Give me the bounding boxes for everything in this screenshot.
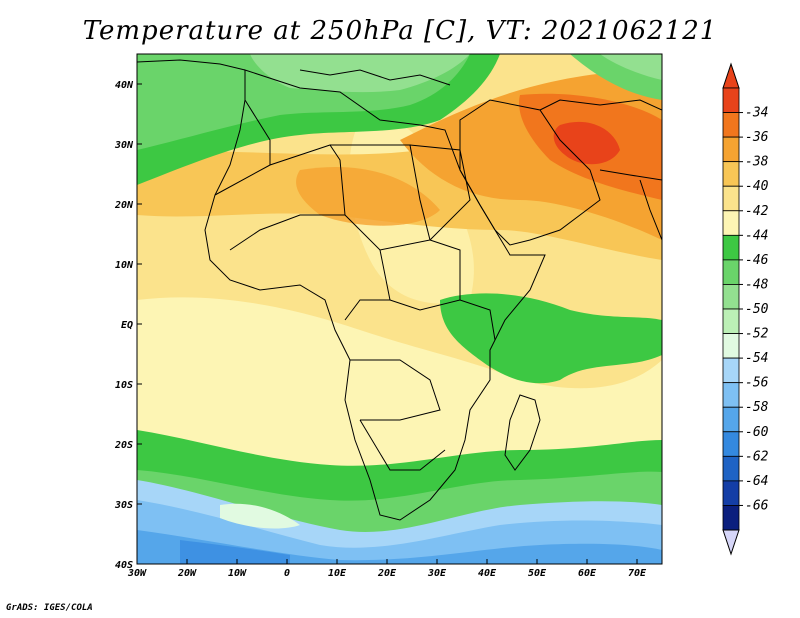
colorbar-label: -52: [745, 327, 769, 342]
colorbar-label: -36: [745, 130, 769, 145]
colorbar-label: -66: [745, 498, 769, 513]
lat-tick-label: 10N: [115, 260, 134, 271]
map-title: Temperature at 250hPa [C], VT: 202106212…: [82, 16, 718, 46]
lat-tick-label: 30N: [114, 140, 134, 151]
colorbar-label: -56: [745, 376, 769, 391]
colorbar-bottom-arrow: [722, 529, 740, 556]
lat-tick-label: 10S: [115, 380, 133, 391]
lon-tick-label: 10W: [228, 568, 247, 579]
colorbar-swatch: [722, 234, 740, 261]
lon-tick-label: 70E: [628, 568, 647, 579]
colorbar-swatch: [722, 136, 740, 163]
colorbar-label: -46: [745, 253, 769, 268]
latitude-axis: 40N 30N 20N 10N EQ 10S 20S 30S 40S: [114, 80, 142, 571]
colorbar-label: -34: [745, 106, 768, 121]
lon-tick-label: 50E: [528, 568, 547, 579]
colorbar-swatch: [722, 357, 740, 384]
colorbar-label: -60: [745, 425, 769, 440]
colorbar-label: -64: [745, 474, 768, 489]
colorbar-swatch: [722, 455, 740, 482]
lon-tick-label: 40E: [478, 568, 497, 579]
lat-tick-label: 40S: [115, 560, 133, 571]
lon-tick-label: 30W: [127, 568, 147, 579]
colorbar-swatch: [722, 112, 740, 138]
colorbar-swatch: [722, 382, 740, 408]
colorbar-swatch: [722, 161, 740, 187]
colorbar-label: -40: [745, 179, 769, 194]
lon-tick-label: 30E: [427, 568, 447, 579]
colorbar-swatch: [722, 87, 740, 113]
colorbar-top-arrow: [722, 62, 740, 89]
lat-tick-label: 30S: [114, 500, 133, 511]
colorbar: -34 -36 -38 -40 -42 -44 -46 -48 -50 -52 -54 -56 -58 -…: [722, 62, 769, 556]
colorbar-swatch: [722, 308, 740, 334]
lat-tick-label: 20N: [114, 200, 134, 211]
colorbar-label: -42: [745, 204, 769, 219]
lat-tick-label: EQ: [121, 320, 133, 331]
colorbar-label: -38: [745, 155, 769, 170]
lon-tick-label: 20E: [377, 568, 397, 579]
colorbar-swatch: [722, 431, 740, 457]
colorbar-label: -48: [745, 277, 769, 292]
map-frame: [136, 53, 663, 565]
colorbar-label: -58: [745, 400, 769, 415]
colorbar-swatch: [722, 284, 740, 310]
colorbar-label: -54: [745, 351, 768, 366]
credit-text: GrADS: IGES/COLA: [6, 603, 93, 613]
colorbar-swatch: [722, 406, 740, 433]
colorbar-swatch: [722, 480, 740, 506]
colorbar-swatch: [722, 185, 740, 212]
coastline: [137, 59, 662, 521]
colorbar-label: -50: [745, 302, 769, 317]
colorbar-swatch: [722, 505, 740, 531]
lon-tick-label: 10E: [328, 568, 347, 579]
colorbar-swatch: [722, 259, 740, 285]
colorbar-label: -44: [745, 228, 768, 243]
lon-tick-label: 0: [284, 568, 290, 579]
lat-tick-label: 20S: [114, 440, 133, 451]
lon-tick-label: 60E: [578, 568, 597, 579]
lon-tick-label: 20W: [177, 568, 197, 579]
colorbar-swatch: [722, 333, 740, 359]
colorbar-label: -62: [745, 449, 769, 464]
colorbar-swatch: [722, 210, 740, 236]
longitude-axis: 30W 20W 10W 0 10E 20E 30E 40E 50E 60E 70E: [127, 559, 647, 579]
temperature-field: [137, 54, 662, 564]
lat-tick-label: 40N: [115, 80, 134, 91]
